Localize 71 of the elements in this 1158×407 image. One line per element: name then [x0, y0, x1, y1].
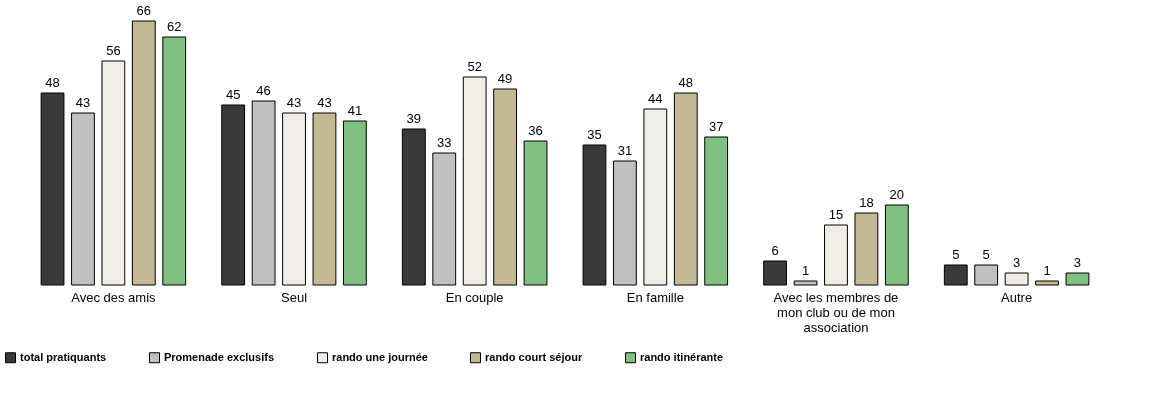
bar	[1065, 272, 1090, 286]
bar	[462, 76, 487, 286]
x-tick-label: En famille	[626, 289, 684, 305]
data-label: 37	[708, 119, 724, 134]
x-tick-label: Autre	[1001, 289, 1033, 305]
data-label: 62	[167, 19, 182, 34]
data-label: 20	[889, 187, 905, 202]
legend-label: total pratiquants	[20, 350, 107, 363]
data-label: 33	[437, 135, 452, 150]
legend-label: Promenade exclusifs	[164, 350, 275, 363]
bar	[401, 128, 426, 286]
bar	[312, 112, 337, 286]
bar	[793, 280, 818, 286]
data-label: 41	[347, 103, 363, 118]
bar	[1035, 280, 1059, 286]
data-label: 56	[106, 43, 121, 58]
data-label: 6	[771, 243, 779, 258]
bar	[221, 104, 246, 286]
legend-label: rando court séjour	[485, 350, 583, 363]
data-label: 48	[45, 75, 60, 90]
data-label: 1	[1043, 263, 1051, 278]
bar	[71, 112, 95, 286]
data-label: 31	[617, 143, 633, 158]
bar	[493, 88, 518, 286]
bar	[101, 60, 126, 286]
bar	[523, 140, 548, 286]
data-label: 18	[859, 195, 874, 210]
bar	[432, 152, 457, 286]
bar	[763, 260, 788, 286]
bar	[282, 112, 306, 286]
bar	[854, 212, 879, 286]
data-label: 48	[678, 75, 693, 90]
data-label: 44	[648, 91, 663, 106]
x-tick-label: Avec des amis	[71, 289, 157, 305]
legend-label: rando une journée	[332, 350, 428, 363]
bar	[1004, 272, 1029, 286]
data-label: 49	[497, 71, 513, 86]
bar	[162, 36, 187, 286]
data-label: 46	[256, 83, 271, 98]
x-tick-label: Seul	[281, 289, 308, 305]
bar	[704, 136, 729, 286]
bar	[643, 108, 668, 286]
bar	[884, 204, 909, 286]
bar	[612, 160, 637, 286]
legend-label: rando itinérante	[640, 350, 724, 363]
data-label: 43	[75, 95, 91, 110]
data-label: 5	[982, 247, 990, 262]
data-label: 52	[467, 59, 482, 74]
data-label: 39	[406, 111, 422, 126]
bar	[251, 100, 276, 286]
bar	[40, 92, 65, 286]
data-label: 3	[1013, 255, 1021, 270]
data-label: 5	[952, 247, 960, 262]
data-label: 1	[801, 263, 810, 278]
data-label: 35	[587, 127, 602, 142]
bar	[824, 224, 848, 286]
data-label: 43	[317, 95, 332, 110]
x-tick-label: Avec les membres de mon club ou de mon association	[773, 289, 899, 335]
data-label: 66	[136, 3, 152, 18]
bar	[943, 264, 968, 286]
data-label: 15	[828, 207, 844, 222]
data-label: 45	[225, 87, 241, 102]
data-label: 43	[286, 95, 302, 110]
bar	[582, 144, 607, 286]
bar	[131, 20, 156, 286]
data-label: 36	[528, 123, 543, 138]
bar	[342, 120, 367, 286]
bar	[673, 92, 698, 286]
x-tick-label: En couple	[445, 289, 504, 305]
bar	[974, 264, 999, 286]
data-label: 3	[1073, 255, 1082, 270]
